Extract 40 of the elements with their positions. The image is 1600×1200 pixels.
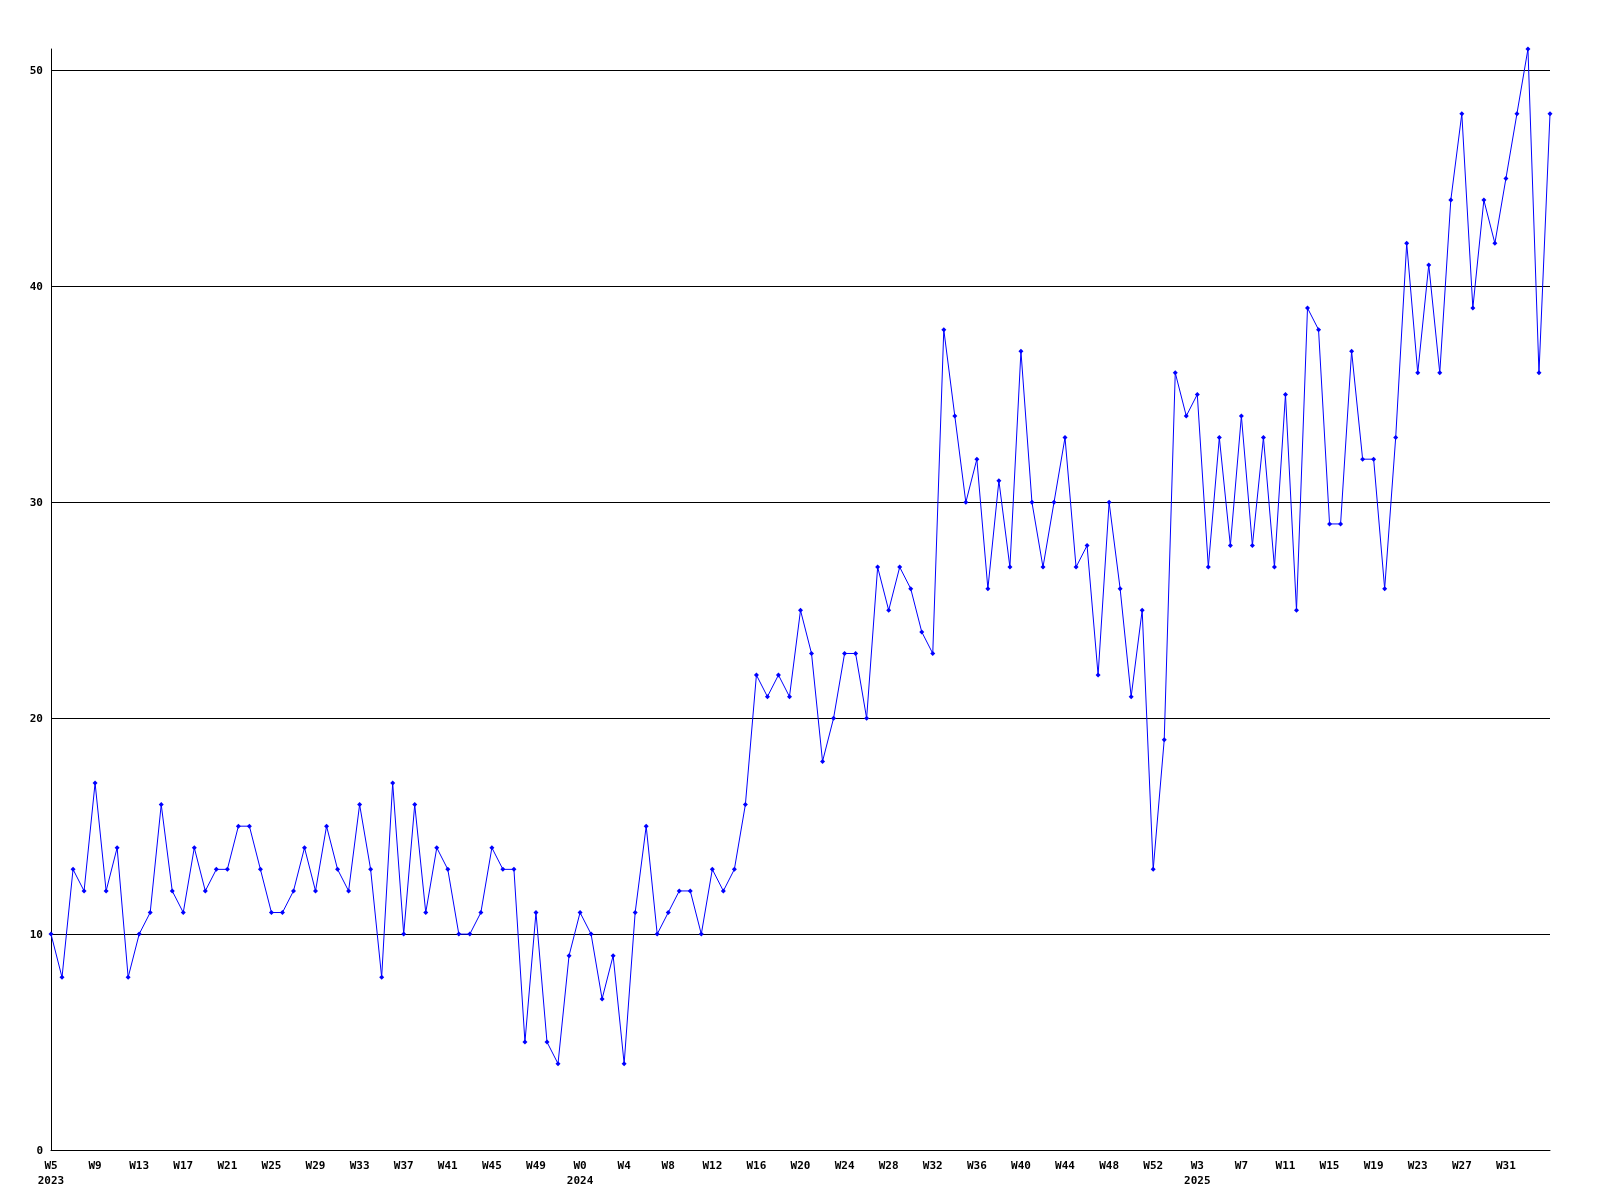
x-tick-label: W17 (173, 1159, 194, 1172)
x-tick-label: W25 (261, 1159, 282, 1172)
x-tick-label: W44 (1055, 1159, 1076, 1172)
x-tick-label: W29 (305, 1159, 326, 1172)
x-tick-label: W37 (393, 1159, 414, 1172)
y-tick-label: 20 (29, 711, 43, 725)
y-tick-label: 30 (29, 495, 43, 509)
x-tick-label: W27 (1451, 1159, 1472, 1172)
y-tick-label: 40 (29, 279, 43, 293)
x-tick-label: W32 (922, 1159, 943, 1172)
y-tick-label: 0 (36, 1143, 43, 1157)
x-tick-label: W8 (661, 1159, 675, 1172)
x-tick-label: W49 (526, 1159, 546, 1172)
x-tick-label: W15 (1319, 1159, 1340, 1172)
x-tick-label: W21 (217, 1159, 238, 1172)
y-tick-label: 10 (29, 927, 43, 941)
x-tick-label: W11 (1275, 1159, 1296, 1172)
x-tick-label: W4 (617, 1159, 632, 1172)
x-tick-label: W0 2024 (566, 1159, 594, 1187)
x-tick-label: W40 (1011, 1159, 1031, 1172)
x-tick-label: W48 (1099, 1159, 1120, 1172)
x-tick-label: W36 (966, 1159, 988, 1172)
x-tick-label: W12 (702, 1159, 723, 1172)
x-tick-label: W33 (349, 1159, 370, 1172)
x-tick-label: W31 (1495, 1159, 1517, 1172)
x-tick-label: W3 2025 (1184, 1159, 1211, 1187)
x-tick-label: W5 2023 (37, 1159, 65, 1187)
x-tick-label: W9 (88, 1159, 102, 1172)
y-tick-label: 50 (29, 64, 43, 78)
x-tick-label: W24 (834, 1159, 855, 1172)
x-tick-label: W13 (129, 1159, 150, 1172)
x-tick-label: W28 (878, 1159, 899, 1172)
x-tick-label: W45 (481, 1159, 502, 1172)
x-tick-label: W41 (437, 1159, 459, 1172)
x-tick-label: W7 (1234, 1159, 1249, 1172)
x-tick-label: W52 (1143, 1159, 1164, 1172)
x-tick-label: W16 (746, 1159, 767, 1172)
x-tick-label: W20 (790, 1159, 811, 1172)
x-tick-label: W19 (1363, 1159, 1384, 1172)
x-tick-label: W23 (1407, 1159, 1428, 1172)
